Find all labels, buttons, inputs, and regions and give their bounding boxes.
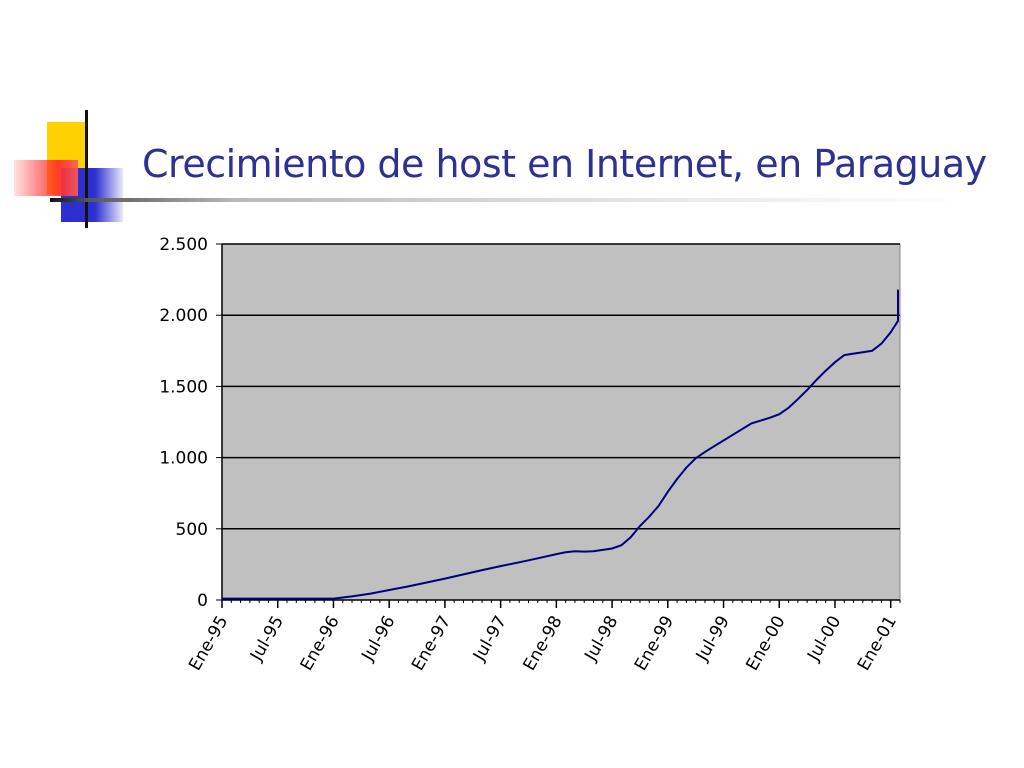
- y-tick-label: 2.500: [159, 235, 208, 255]
- x-tick-label: Jul-98: [580, 613, 622, 666]
- slide-title: Crecimiento de host en Internet, en Para…: [142, 142, 987, 186]
- deco-horizontal-line: [50, 198, 970, 202]
- y-tick-label: 500: [176, 520, 208, 540]
- y-axis: 0 500 1.000 1.500 2.000 2.500: [159, 235, 223, 611]
- grid-lines: [222, 243, 900, 530]
- y-tick-label: 1.000: [159, 449, 208, 469]
- x-tick-label: Jul-96: [358, 613, 400, 666]
- x-tick-label: Ene-01: [854, 613, 901, 675]
- deco-vertical-line: [85, 110, 88, 228]
- x-tick-label: Ene-00: [742, 613, 789, 675]
- series-line: [222, 289, 899, 600]
- x-tick-label: Ene-95: [185, 613, 232, 675]
- plot-area: [221, 243, 901, 601]
- x-axis: Ene-95 Jul-95 Ene-96 Jul-96 Ene-97 Jul-97 Ene-…: [185, 599, 901, 675]
- deco-red-bar: [14, 160, 78, 196]
- y-tick-label: 2.000: [159, 306, 208, 326]
- x-tick-label: Jul-00: [803, 613, 845, 666]
- x-tick-label: Ene-98: [519, 613, 566, 675]
- x-tick-label: Ene-96: [297, 613, 344, 675]
- y-tick-label: 0: [197, 591, 208, 611]
- y-tick-label: 1.500: [159, 377, 208, 397]
- x-tick-label: Ene-97: [408, 613, 455, 675]
- x-tick-label: Jul-99: [692, 613, 734, 666]
- x-tick-label: Jul-97: [469, 613, 511, 666]
- x-tick-label: Jul-95: [246, 613, 288, 666]
- x-tick-label: Ene-99: [631, 613, 678, 675]
